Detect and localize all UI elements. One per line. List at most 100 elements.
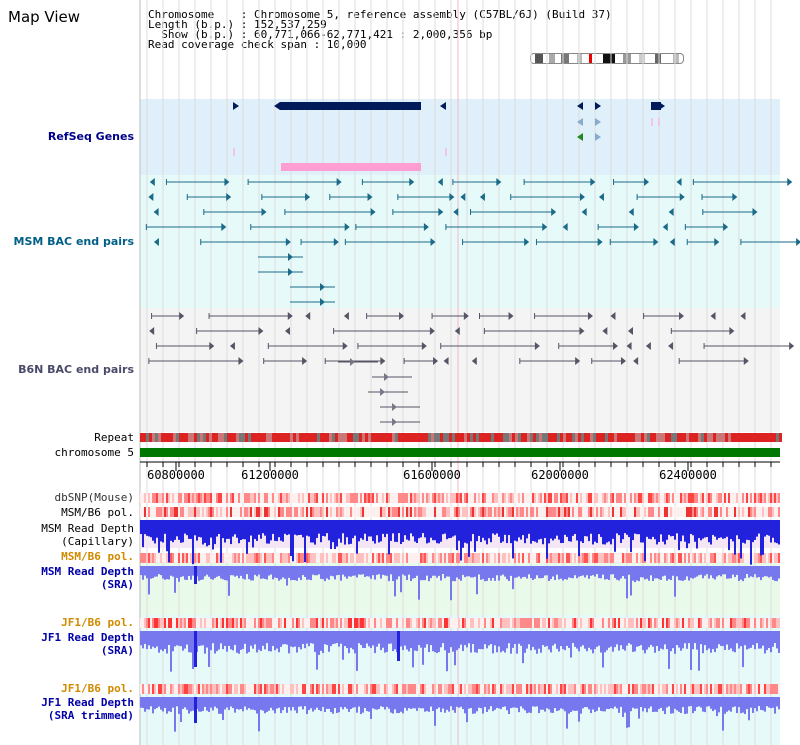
heat-cell xyxy=(372,493,374,503)
depth-bar xyxy=(422,697,424,709)
heat-cell xyxy=(520,493,522,503)
depth-bar xyxy=(304,631,306,649)
heat-cell xyxy=(186,553,188,563)
heat-cell xyxy=(316,618,318,628)
heat-cell xyxy=(244,553,246,563)
depth-bar xyxy=(348,520,350,545)
depth-bar xyxy=(298,566,300,578)
heat-cell xyxy=(214,684,216,694)
depth-bar xyxy=(336,520,338,547)
depth-bar xyxy=(732,566,734,575)
heat-cell xyxy=(472,618,474,628)
depth-bar xyxy=(536,566,538,576)
heat-cell xyxy=(362,493,364,503)
heat-cell xyxy=(518,493,520,503)
depth-bar xyxy=(630,566,632,596)
heat-cell xyxy=(778,553,780,563)
depth-bar xyxy=(772,566,774,580)
depth-bar xyxy=(262,631,264,646)
heat-cell xyxy=(456,553,458,563)
heat-cell xyxy=(292,618,294,628)
depth-bar xyxy=(752,520,754,543)
depth-bar xyxy=(514,566,516,578)
repeat-segment xyxy=(209,433,212,442)
heat-cell xyxy=(658,618,660,628)
heat-cell xyxy=(704,493,706,503)
depth-bar xyxy=(246,566,248,575)
heat-cell xyxy=(748,553,750,563)
track-label-repeat: Repeat xyxy=(94,431,134,444)
depth-bar xyxy=(192,697,194,711)
depth-bar xyxy=(442,520,444,535)
heat-cell xyxy=(380,684,382,694)
heat-cell xyxy=(332,507,334,517)
repeat-segment xyxy=(560,433,563,442)
heat-cell xyxy=(480,493,482,503)
heat-cell xyxy=(494,618,496,628)
repeat-segment xyxy=(482,433,485,442)
depth-bar xyxy=(146,566,148,579)
heat-cell xyxy=(592,553,594,563)
depth-bar xyxy=(278,697,280,708)
heat-cell xyxy=(578,618,580,628)
depth-bar xyxy=(744,566,746,579)
depth-bar xyxy=(400,697,402,712)
depth-bar xyxy=(558,566,560,580)
repeat-segment xyxy=(752,433,755,442)
heat-cell xyxy=(388,684,390,694)
heat-cell xyxy=(248,553,250,563)
depth-bar xyxy=(544,566,546,576)
depth-bar xyxy=(638,566,640,582)
heat-cell xyxy=(658,553,660,563)
depth-bar xyxy=(494,566,496,581)
heat-cell xyxy=(232,507,234,517)
depth-bar xyxy=(528,697,530,713)
chromosome-ideogram[interactable] xyxy=(530,53,684,64)
heat-cell xyxy=(424,553,426,563)
heat-cell xyxy=(614,493,616,503)
heat-cell xyxy=(678,507,680,517)
heat-cell xyxy=(434,684,436,694)
heat-cell xyxy=(420,553,422,563)
heat-cell xyxy=(548,493,550,503)
heat-cell xyxy=(194,553,196,563)
depth-bar xyxy=(408,631,410,652)
heat-cell xyxy=(522,618,524,628)
heat-cell xyxy=(440,684,442,694)
heat-cell xyxy=(396,684,398,694)
heat-cell xyxy=(560,493,562,503)
heat-cell xyxy=(730,507,732,517)
heat-cell xyxy=(148,553,150,563)
depth-bar xyxy=(510,520,512,544)
depth-bar xyxy=(538,697,540,714)
heat-cell xyxy=(366,493,368,503)
depth-bar xyxy=(428,631,430,653)
msm-bac-track xyxy=(145,178,800,306)
depth-bar xyxy=(188,520,190,539)
heat-cell xyxy=(144,618,146,628)
heat-cell xyxy=(432,493,434,503)
depth-bar xyxy=(578,631,580,652)
depth-bar xyxy=(622,520,624,540)
heat-cell xyxy=(370,618,372,628)
depth-bar xyxy=(658,697,660,710)
heat-cell xyxy=(682,684,684,694)
depth-bar xyxy=(258,566,260,575)
heat-cell xyxy=(680,684,682,694)
depth-bar xyxy=(540,520,542,539)
depth-bar xyxy=(726,631,728,645)
depth-bar xyxy=(196,520,198,541)
repeat-segment xyxy=(554,433,557,442)
heat-cell xyxy=(452,507,454,517)
heat-cell xyxy=(158,553,160,563)
heat-cell xyxy=(428,553,430,563)
heat-cell xyxy=(282,553,284,563)
heat-cell xyxy=(506,553,508,563)
heat-cell xyxy=(686,493,688,503)
heat-cell xyxy=(350,618,352,628)
repeat-segment xyxy=(314,433,317,442)
heat-cell xyxy=(354,618,356,628)
heat-cell xyxy=(306,618,308,628)
depth-bar xyxy=(252,566,254,581)
